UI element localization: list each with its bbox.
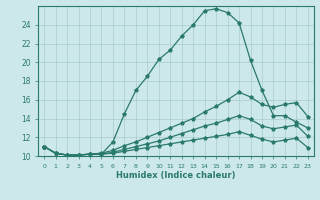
X-axis label: Humidex (Indice chaleur): Humidex (Indice chaleur): [116, 171, 236, 180]
